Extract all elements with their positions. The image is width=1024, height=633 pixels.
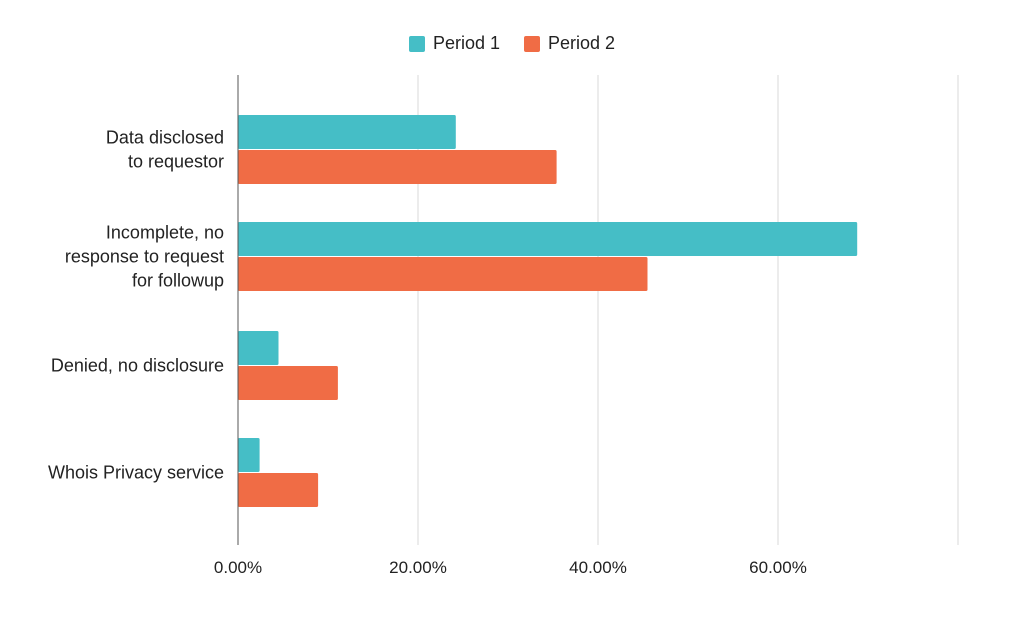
category-label: Whois Privacy service bbox=[48, 463, 224, 483]
bar bbox=[238, 438, 260, 472]
category-label: Data disclosed bbox=[106, 128, 224, 148]
category-label: for followup bbox=[132, 271, 224, 291]
bar bbox=[238, 150, 557, 184]
x-tick-label: 60.00% bbox=[749, 558, 807, 577]
bar bbox=[238, 222, 858, 256]
x-tick-label: 0.00% bbox=[214, 558, 262, 577]
legend: Period 1 Period 2 bbox=[0, 33, 1024, 54]
legend-label-period-2: Period 2 bbox=[548, 33, 616, 53]
bar bbox=[238, 115, 456, 149]
bar bbox=[238, 331, 279, 365]
category-label: response to request bbox=[65, 247, 224, 267]
x-tick-label: 40.00% bbox=[569, 558, 627, 577]
category-label: Incomplete, no bbox=[106, 223, 224, 243]
bar bbox=[238, 473, 319, 507]
bar bbox=[238, 257, 648, 291]
category-label: to requestor bbox=[128, 152, 224, 172]
legend-item-period-1: Period 1 bbox=[408, 33, 500, 54]
legend-label-period-1: Period 1 bbox=[432, 33, 500, 53]
legend-swatch-period-2 bbox=[524, 35, 540, 52]
category-label: Denied, no disclosure bbox=[51, 356, 224, 376]
legend-swatch-period-1 bbox=[408, 35, 425, 52]
legend-item-period-2: Period 2 bbox=[524, 33, 615, 54]
bar bbox=[238, 366, 338, 400]
x-tick-label: 20.00% bbox=[389, 558, 447, 577]
